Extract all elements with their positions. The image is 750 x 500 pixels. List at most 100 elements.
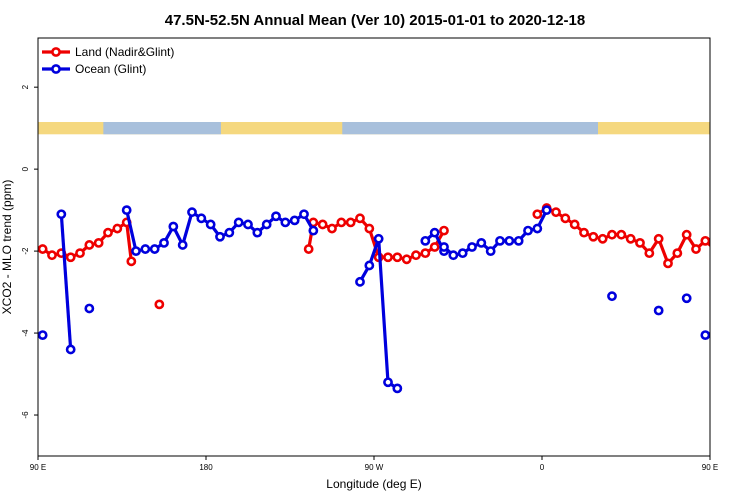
y-tick-label-2: -2 <box>21 247 30 255</box>
series-1-point-27 <box>373 233 384 244</box>
series-1-point-49 <box>720 211 727 218</box>
y-axis: 2 0 -2 -4 -6 <box>21 84 38 419</box>
series-0-point-32 <box>569 219 580 230</box>
series-0-point-1 <box>47 250 57 261</box>
series-1-point-48 <box>700 330 710 341</box>
series-1-point-30 <box>420 235 431 246</box>
series-0-point-18 <box>355 213 365 224</box>
series-1-line-4 <box>358 237 399 390</box>
series-0-point-10 <box>126 256 137 267</box>
series-1-point-50 <box>730 346 737 353</box>
chart-title: 47.5N-52.5N Annual Mean (Ver 10) 2015-01… <box>165 12 585 29</box>
series-layer <box>38 203 746 394</box>
series-0-point-25 <box>420 248 431 259</box>
series-0-point-35 <box>597 233 608 244</box>
series-1-point-9 <box>168 221 179 232</box>
map-strip-ocean-2 <box>738 122 750 134</box>
series-0-point-40 <box>644 248 655 259</box>
series-0-point-23 <box>401 254 412 265</box>
series-1-point-21 <box>280 217 291 228</box>
x-tick-label-0: 90 E <box>30 463 46 472</box>
series-0-point-36 <box>607 229 617 240</box>
series-1-point-6 <box>140 244 151 254</box>
series-0-point-43 <box>672 248 683 259</box>
series-1-point-2 <box>65 344 76 355</box>
series-1-point-43 <box>532 223 543 234</box>
series-0-point-42 <box>663 258 673 269</box>
series-1-point-22 <box>289 215 300 226</box>
series-0-point-19 <box>364 223 375 234</box>
series-1-point-8 <box>159 238 169 248</box>
series-0-point-44 <box>681 229 692 240</box>
series-0-point-24 <box>411 250 421 261</box>
legend: Land (Nadir&Glint) Ocean (Glint) <box>42 45 174 76</box>
series-0-point-7 <box>103 227 113 238</box>
series-1-point-42 <box>523 225 533 236</box>
series-1-point-13 <box>205 219 216 230</box>
y-tick-label-3: -4 <box>21 329 30 337</box>
series-0 <box>38 203 746 310</box>
series-1 <box>38 205 737 394</box>
series-1-point-40 <box>504 235 515 246</box>
map-strip <box>38 122 750 135</box>
series-0-point-34 <box>588 231 599 242</box>
series-1-point-28 <box>383 377 393 388</box>
legend-label-1: Ocean (Glint) <box>75 62 146 76</box>
series-0-point-17 <box>345 217 356 228</box>
series-0-point-30 <box>551 207 561 218</box>
series-1-point-7 <box>149 244 160 254</box>
x-axis-title: Longitude (deg E) <box>326 477 421 491</box>
series-0-point-3 <box>65 252 76 263</box>
series-1-point-41 <box>513 235 524 246</box>
series-1-point-25 <box>355 276 365 287</box>
series-1-point-5 <box>131 246 141 256</box>
series-0-point-31 <box>560 213 571 224</box>
series-1-point-15 <box>224 227 235 238</box>
series-0-point-21 <box>383 252 393 263</box>
series-1-point-35 <box>457 248 468 259</box>
series-1-point-24 <box>308 225 319 236</box>
series-0-point-6 <box>93 238 104 248</box>
series-1-point-3 <box>84 303 95 314</box>
series-1-point-34 <box>448 250 459 261</box>
series-1-point-31 <box>429 227 440 238</box>
x-tick-label-4: 90 E <box>702 463 718 472</box>
series-0-point-8 <box>112 223 123 234</box>
series-0-point-5 <box>84 240 95 250</box>
series-0-point-26 <box>429 242 440 252</box>
series-1-point-33 <box>439 242 449 252</box>
series-1-point-37 <box>476 238 487 248</box>
series-0-point-41 <box>653 233 664 244</box>
series-0-point-14 <box>317 219 328 230</box>
series-1-point-29 <box>392 383 403 394</box>
y-axis-title: XCO2 - MLO trend (ppm) <box>0 180 14 315</box>
series-1-point-26 <box>364 260 375 271</box>
series-0-point-48 <box>720 250 727 257</box>
series-1-point-46 <box>653 305 664 316</box>
series-1-point-23 <box>299 209 309 220</box>
series-0-point-15 <box>327 223 337 234</box>
series-1-point-45 <box>607 291 617 302</box>
series-0-point-50 <box>739 254 746 261</box>
series-1-point-20 <box>271 211 281 222</box>
map-strip-ocean-1 <box>342 122 598 135</box>
series-0-point-39 <box>635 238 645 248</box>
y-tick-label-1: 0 <box>21 166 30 171</box>
series-0-point-46 <box>700 235 710 246</box>
series-0-point-47 <box>709 247 710 251</box>
series-1-point-38 <box>485 246 496 256</box>
series-1-point-44 <box>541 205 552 216</box>
legend-marker-1 <box>51 64 61 74</box>
series-1-point-0 <box>38 330 48 341</box>
series-0-point-16 <box>336 217 347 228</box>
map-strip-ocean-0 <box>103 122 221 135</box>
series-0-point-27 <box>439 225 449 236</box>
series-0-point-12 <box>303 244 314 254</box>
series-1-point-39 <box>495 235 505 246</box>
series-1-line-1 <box>59 214 73 350</box>
series-0-point-38 <box>625 233 636 244</box>
series-1-point-16 <box>233 217 244 228</box>
x-tick-label-1: 180 <box>199 463 213 472</box>
series-1-point-18 <box>252 227 263 238</box>
